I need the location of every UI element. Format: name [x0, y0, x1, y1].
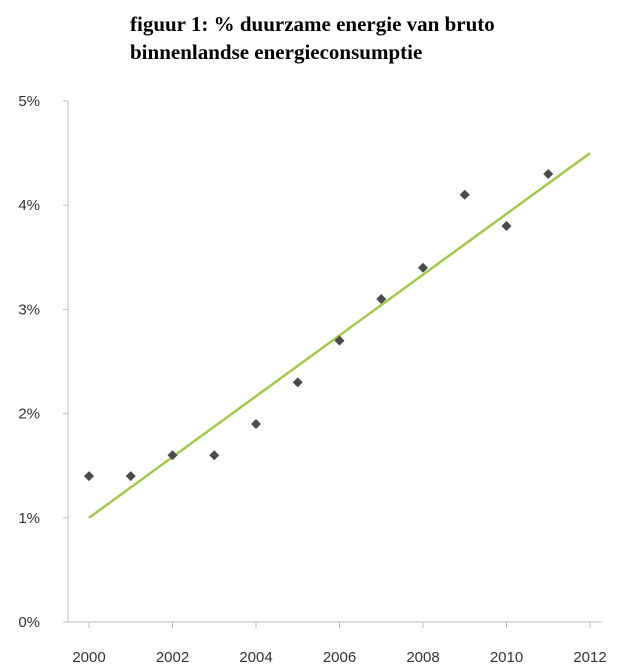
- x-tick-label: 2002: [156, 649, 189, 666]
- x-tick-label: 2004: [239, 649, 272, 666]
- data-point: [125, 471, 136, 482]
- data-point: [167, 450, 178, 461]
- chart-title: figuur 1: % duurzame energie van bruto b…: [130, 10, 610, 66]
- y-tick-label: 2%: [18, 406, 40, 423]
- x-tick-label: 2000: [72, 649, 105, 666]
- x-tick-label: 2006: [323, 649, 356, 666]
- data-point: [543, 168, 554, 179]
- y-tick-label: 5%: [18, 93, 40, 110]
- data-point: [459, 189, 470, 200]
- x-tick-label: 2008: [406, 649, 439, 666]
- data-point: [251, 419, 261, 430]
- chart-title-line-1: figuur 1: % duurzame energie van bruto: [130, 12, 495, 36]
- data-points: [84, 168, 554, 482]
- trendline-layer: [88, 152, 591, 519]
- data-point: [84, 471, 94, 482]
- tick-labels: 0% 1% 2% 3% 4% 5% 2000 2002 2004 2006 2008 2010 2012: [18, 93, 606, 666]
- data-point: [292, 377, 303, 388]
- data-point: [501, 221, 512, 232]
- x-tick-label: 2010: [490, 649, 523, 666]
- chart-title-line-2: binnenlandse energieconsumptie: [130, 40, 423, 64]
- y-tick-label: 0%: [18, 614, 40, 631]
- y-tick-label: 1%: [18, 510, 40, 527]
- y-tick-label: 3%: [18, 301, 40, 318]
- data-point: [334, 335, 345, 346]
- data-point: [418, 262, 428, 273]
- x-tick-label: 2012: [573, 649, 606, 666]
- y-tick-label: 4%: [18, 197, 40, 214]
- trendline: [88, 152, 591, 519]
- data-point: [209, 450, 220, 461]
- axes: [63, 100, 602, 628]
- data-point: [376, 293, 387, 304]
